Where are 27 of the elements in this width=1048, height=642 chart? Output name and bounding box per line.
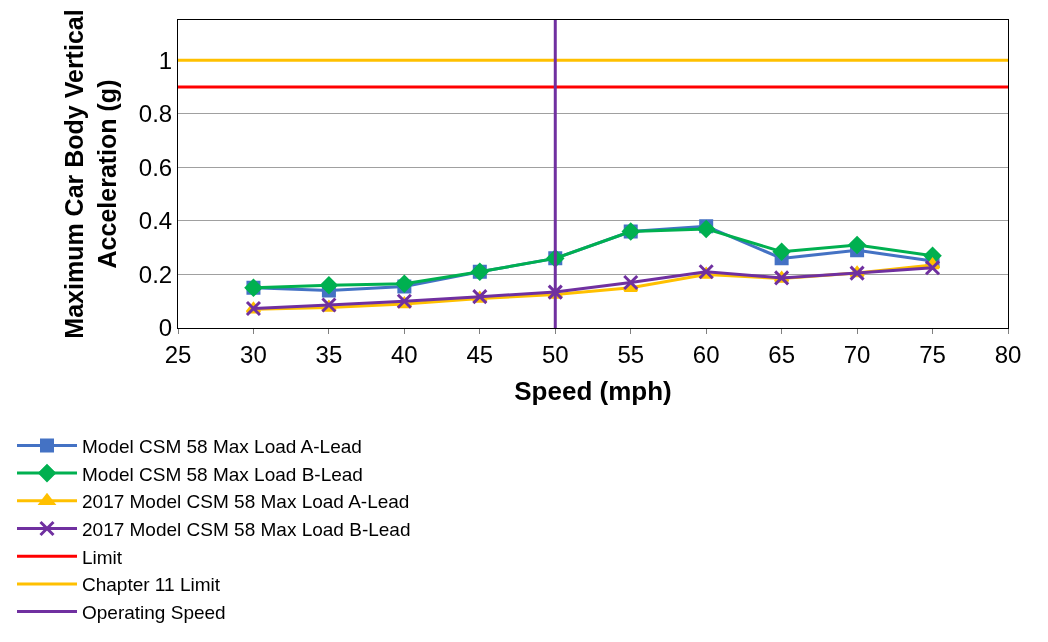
y-axis-title: Maximum Car Body Vertical Acceleration (g) — [60, 9, 121, 339]
y-tick-label: 0.8 — [138, 100, 173, 128]
x-tick-label: 60 — [692, 340, 720, 368]
x-tick-label: 40 — [391, 340, 418, 368]
x-tick-label: 55 — [617, 340, 645, 368]
x-tick-label: 25 — [164, 340, 192, 368]
y-tick-label: 0.6 — [138, 153, 173, 181]
legend-label: Operating Speed — [82, 602, 226, 624]
x-tick-label: 45 — [466, 340, 494, 368]
x-tick-label: 50 — [541, 340, 569, 368]
legend-label: Chapter 11 Limit — [82, 574, 221, 596]
x-axis-title: Speed (mph) — [514, 376, 672, 407]
x-tick-label: 80 — [994, 340, 1022, 368]
x-tick-label: 35 — [315, 340, 343, 368]
x-tick-label: 75 — [919, 340, 946, 368]
legend-label: 2017 Model CSM 58 Max Load A-Lead — [82, 491, 410, 513]
legend-label: 2017 Model CSM 58 Max Load B-Lead — [82, 518, 411, 540]
legend-label: Limit — [82, 546, 123, 568]
x-tick-label: 30 — [240, 340, 267, 368]
y-tick-label: 0.4 — [138, 207, 173, 235]
x-tick-label: 65 — [768, 340, 795, 368]
y-tick-label: 0.2 — [138, 260, 173, 288]
legend-label: Model CSM 58 Max Load A-Lead — [82, 435, 362, 457]
y-tick-label: 0 — [158, 314, 173, 342]
legend-label: Model CSM 58 Max Load B-Lead — [82, 463, 363, 485]
x-tick-label: 70 — [843, 340, 871, 368]
y-tick-label: 1 — [158, 46, 173, 74]
